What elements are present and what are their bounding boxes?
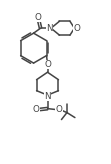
Text: N: N xyxy=(44,92,51,101)
Text: O: O xyxy=(33,105,40,114)
Text: O: O xyxy=(35,13,42,22)
Text: O: O xyxy=(73,24,80,33)
Text: O: O xyxy=(44,60,51,69)
Text: N: N xyxy=(46,24,53,33)
Text: O: O xyxy=(55,105,62,114)
